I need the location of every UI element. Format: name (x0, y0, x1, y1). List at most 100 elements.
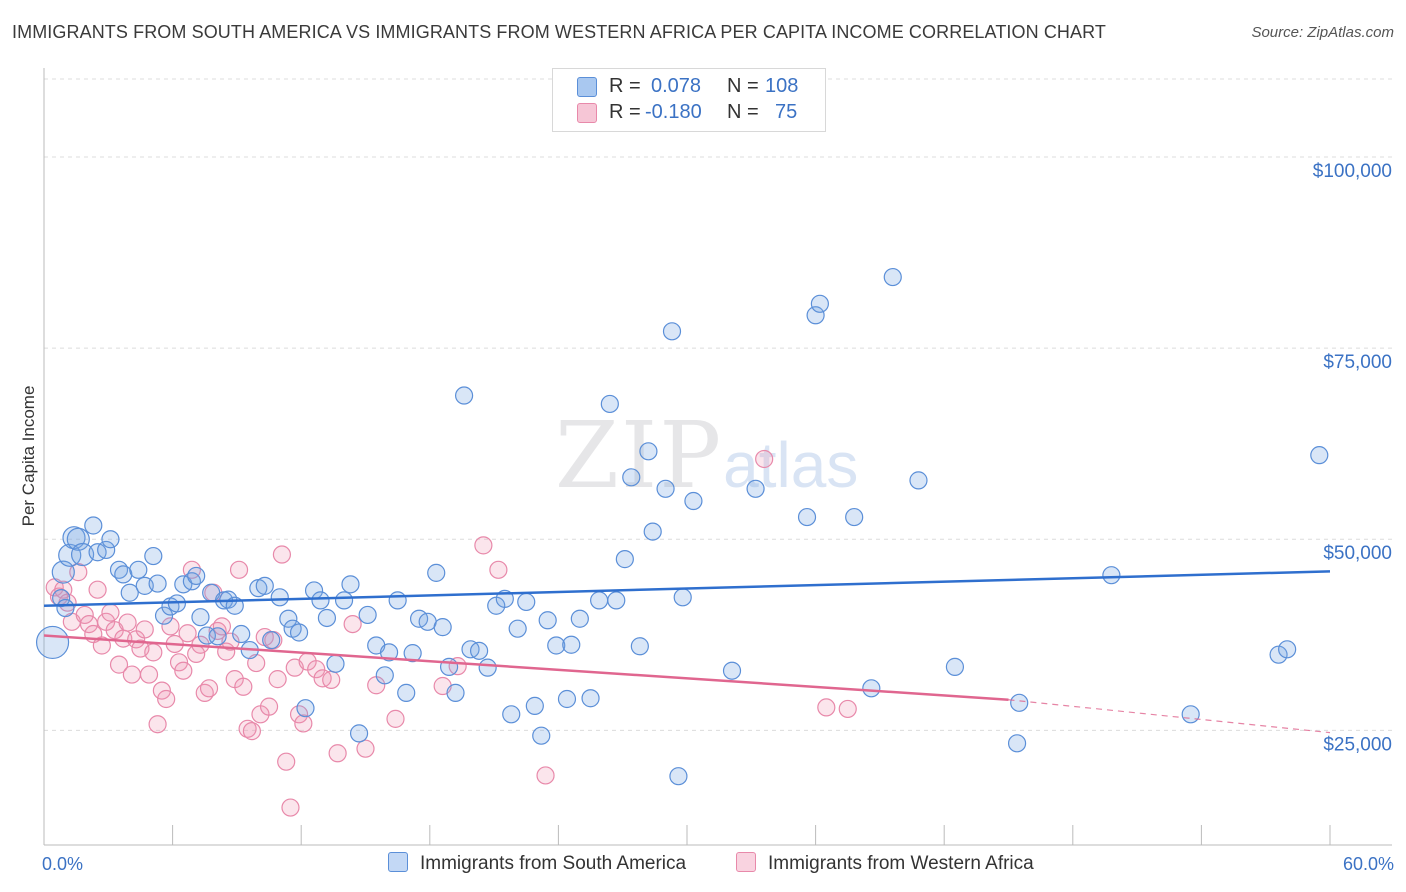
south-america-point (311, 591, 330, 610)
western-africa-point (343, 614, 362, 634)
south-america-point (255, 576, 274, 595)
south-america-point (101, 530, 120, 549)
south-america-point (862, 679, 881, 698)
y-tick-label: $75,000 (1323, 352, 1392, 373)
south-america-point (375, 666, 394, 685)
south-america-point (403, 644, 422, 663)
south-america-point (148, 574, 167, 593)
stats-legend: R = 0.078 N = 108 R = -0.180 N = 75 (552, 68, 826, 132)
south-america-point (746, 479, 765, 498)
bottom-legend-swatch-pink (736, 852, 756, 872)
legend-swatch-pink (577, 103, 597, 123)
south-america-point (317, 608, 337, 628)
south-america-point (1010, 693, 1029, 712)
south-america-point (97, 540, 116, 560)
x-tick-label-max: 60.0% (1343, 854, 1394, 874)
legend-n-value: 108 (765, 75, 799, 97)
western-africa-point (234, 677, 253, 696)
western-africa-point (307, 660, 326, 679)
western-africa-point (272, 545, 292, 564)
south-america-point (66, 527, 90, 551)
south-america-point (154, 606, 174, 625)
south-america-point (508, 619, 527, 638)
south-america-point (446, 683, 465, 702)
western-africa-points (45, 449, 857, 817)
western-africa-point (118, 613, 137, 632)
western-africa-point (536, 766, 555, 785)
western-africa-point (144, 643, 163, 662)
western-africa-point (109, 655, 129, 674)
western-africa-point (229, 560, 249, 579)
legend-r-value: -0.180 (645, 101, 702, 123)
south-america-point (454, 386, 474, 405)
axes (43, 68, 1392, 846)
south-america-point (615, 550, 634, 569)
south-america-point (845, 507, 864, 527)
south-america-point (547, 636, 566, 655)
western-africa-point (356, 739, 375, 758)
south-america-point (945, 657, 965, 676)
south-america-point (191, 608, 210, 627)
western-africa-trend-extension (1008, 699, 1331, 734)
south-america-point (341, 575, 360, 594)
south-america-point (52, 588, 71, 608)
legend-n-label: N = (727, 101, 759, 123)
south-america-point (525, 696, 544, 715)
south-america-point (114, 565, 133, 584)
y-tick-label: $50,000 (1323, 543, 1392, 564)
legend-r-value: 0.078 (651, 75, 702, 97)
south-america-point (806, 306, 825, 325)
south-america-point (334, 591, 354, 610)
bottom-legend-western-africa: Immigrants from Western Africa (736, 852, 1034, 878)
south-america-point (630, 637, 649, 656)
y-tick-label: $100,000 (1313, 161, 1392, 182)
south-america-point (532, 726, 551, 745)
western-africa-point (489, 560, 508, 579)
south-america-point (144, 546, 163, 566)
south-america-point (232, 624, 251, 644)
south-america-point (538, 611, 557, 630)
south-america-points (35, 267, 1329, 786)
western-africa-point (755, 449, 774, 469)
western-africa-point (174, 661, 193, 680)
south-america-point (607, 591, 626, 610)
legend-swatch-blue (577, 77, 597, 97)
south-america-point (502, 705, 521, 724)
south-america-point (722, 661, 742, 680)
western-africa-point (838, 699, 857, 719)
western-africa-point (157, 689, 176, 709)
south-america-point (662, 322, 682, 341)
tick-labels: $25,000 $50,000 $75,000 $100,000 0.0% 60.0% (42, 161, 1394, 874)
south-america-point (35, 625, 70, 660)
south-america-point (517, 592, 536, 612)
chart-title: IMMIGRANTS FROM SOUTH AMERICA VS IMMIGRA… (12, 22, 1106, 42)
south-america-point (562, 635, 581, 654)
south-america-trend-line (43, 570, 1331, 607)
legend-r-label: R = (609, 101, 641, 123)
western-africa-point (161, 617, 180, 636)
western-africa-point (92, 636, 111, 655)
south-america-point (289, 623, 309, 642)
south-america-point (570, 609, 589, 628)
south-america-point (349, 724, 369, 743)
south-america-point (557, 689, 577, 709)
western-africa-point (281, 798, 300, 817)
south-america-point (669, 767, 688, 786)
trend-lines (43, 570, 1331, 734)
source-credit: Source: ZipAtlas.com (1251, 24, 1394, 41)
south-america-point (388, 591, 407, 610)
western-africa-point (88, 580, 107, 599)
south-america-point (478, 658, 497, 677)
south-america-point (581, 689, 600, 708)
western-africa-point (169, 653, 189, 672)
western-africa-point (474, 536, 493, 555)
south-america-point (469, 641, 489, 660)
bottom-legend-label: Immigrants from Western Africa (768, 853, 1034, 874)
western-africa-point (75, 605, 94, 625)
south-america-point (56, 598, 75, 618)
western-africa-point (139, 665, 159, 684)
western-africa-point (178, 624, 197, 643)
bottom-legend-south-america: Immigrants from South America (388, 852, 686, 878)
south-america-point (600, 394, 619, 414)
